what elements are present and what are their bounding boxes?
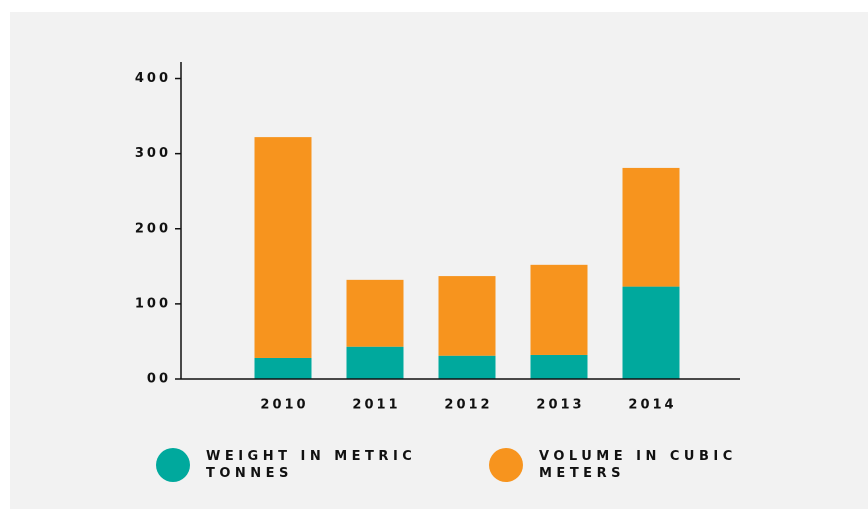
bar-segment — [622, 286, 680, 379]
legend-swatch — [489, 448, 523, 482]
bar-segment — [622, 167, 680, 287]
legend-label: WEIGHT IN METRIC TONNES — [206, 449, 417, 481]
panel — [10, 12, 868, 509]
legend-label: VOLUME IN CUBIC METERS — [539, 449, 737, 481]
legend-item: WEIGHT IN METRIC TONNES — [156, 448, 456, 482]
bar-segment — [346, 279, 404, 347]
x-tick-label: 2014 — [628, 398, 676, 413]
bar-segment — [254, 137, 312, 358]
bar-segment — [346, 346, 404, 379]
y-tick-label: 00 — [147, 372, 171, 387]
bar-segment — [438, 276, 496, 356]
bar-segment — [438, 355, 496, 379]
y-tick-label: 100 — [135, 296, 171, 311]
bar-segment — [530, 264, 588, 355]
bar-segment — [254, 357, 312, 379]
y-tick-label: 200 — [135, 221, 171, 236]
bar-segment — [530, 354, 588, 379]
x-tick-label: 2010 — [260, 398, 308, 413]
legend-item: VOLUME IN CUBIC METERS — [489, 448, 789, 482]
x-tick-label: 2012 — [444, 398, 492, 413]
legend-swatch — [156, 448, 190, 482]
y-tick-label: 300 — [135, 146, 171, 161]
x-tick-label: 2011 — [352, 398, 400, 413]
y-tick-label: 400 — [135, 71, 171, 86]
x-tick-label: 2013 — [536, 398, 584, 413]
